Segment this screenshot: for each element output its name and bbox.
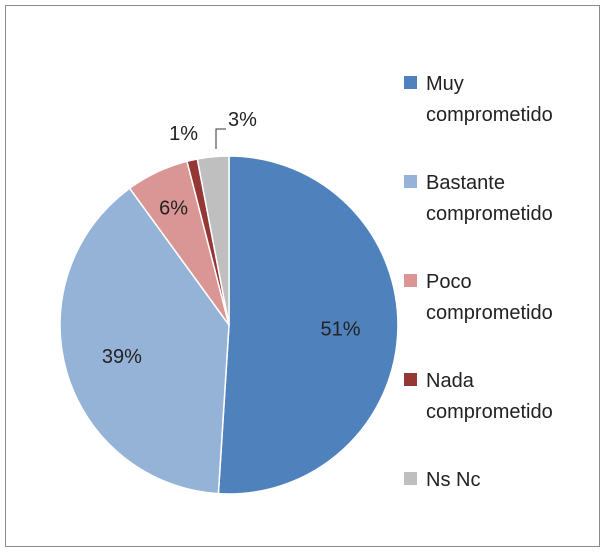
- legend-label-line2: comprometido: [426, 203, 553, 225]
- slice-ns-nc: [196, 155, 230, 326]
- legend-label-line1: Poco: [426, 271, 472, 293]
- legend-label-line1: Bastante: [426, 172, 505, 194]
- legend-swatch: [404, 175, 417, 188]
- legend-item-nada-comprometido: Nada comprometido: [404, 370, 553, 423]
- legend-swatch: [404, 472, 417, 485]
- legend-label-line2: comprometido: [426, 302, 553, 324]
- data-label-nada-comprometido: 1%: [169, 123, 198, 145]
- legend: Muy comprometido Bastante comprometido Poco c…: [404, 73, 553, 491]
- data-label-poco-comprometido: 6%: [159, 197, 188, 219]
- pie-slices: [59, 155, 399, 495]
- slice-muy-comprometido: [217, 155, 399, 495]
- data-labels: 51% 39% 6% 1% 3%: [102, 109, 361, 368]
- leader-line-ns-nc: [215, 128, 226, 149]
- legend-swatch: [404, 76, 417, 89]
- legend-label-line2: comprometido: [426, 104, 553, 126]
- legend-label-line1: Muy: [426, 73, 464, 95]
- data-label-muy-comprometido: 51%: [320, 319, 360, 341]
- legend-item-poco-comprometido: Poco comprometido: [404, 271, 553, 324]
- slice-bastante-comprometido: [59, 187, 230, 495]
- leader-lines: [215, 128, 226, 149]
- data-label-bastante-comprometido: 39%: [102, 346, 142, 368]
- legend-item-muy-comprometido: Muy comprometido: [404, 73, 553, 126]
- legend-item-ns-nc: Ns Nc: [404, 469, 480, 491]
- legend-label-line2: comprometido: [426, 401, 553, 423]
- data-label-ns-nc: 3%: [228, 109, 257, 131]
- legend-swatch: [404, 274, 417, 287]
- legend-swatch: [404, 373, 417, 386]
- legend-item-bastante-comprometido: Bastante comprometido: [404, 172, 553, 225]
- legend-label-line1: Ns Nc: [426, 469, 480, 491]
- legend-label-line1: Nada: [426, 370, 475, 392]
